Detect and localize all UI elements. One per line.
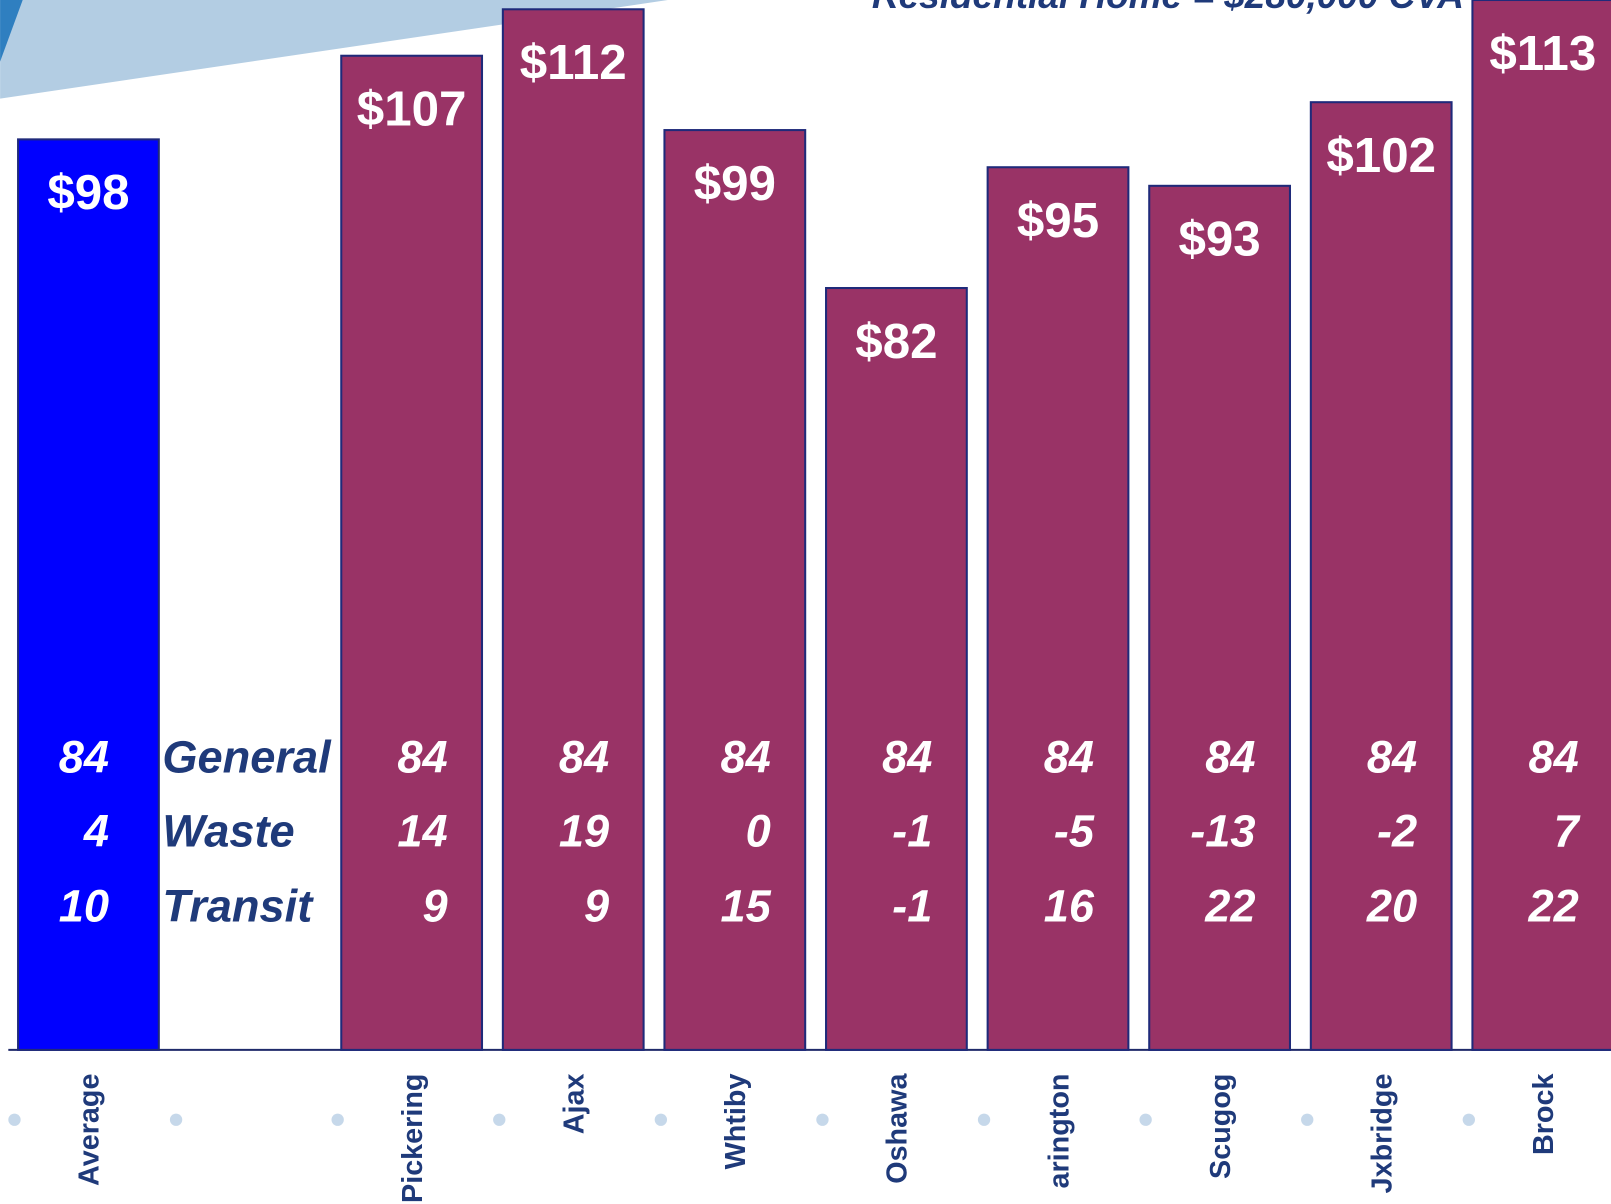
breakdown-value: 0 bbox=[746, 805, 771, 856]
value-label: $98 bbox=[47, 165, 129, 220]
breakdown-value: 10 bbox=[59, 880, 109, 931]
value-label: $82 bbox=[855, 314, 937, 369]
breakdown-value: 9 bbox=[422, 880, 447, 931]
breakdown-value: 22 bbox=[1527, 880, 1578, 931]
x-tick-label: Brock bbox=[1528, 1073, 1560, 1156]
row-name: Transit bbox=[162, 880, 314, 931]
x-tick-label: Scugog bbox=[1205, 1074, 1237, 1179]
axis-dot bbox=[8, 1113, 21, 1126]
value-label: $102 bbox=[1326, 128, 1436, 183]
breakdown-value: 9 bbox=[584, 880, 609, 931]
value-label: $112 bbox=[520, 35, 627, 90]
decor-band bbox=[0, 0, 668, 99]
value-label: $99 bbox=[694, 156, 776, 211]
axis-dot bbox=[493, 1113, 506, 1126]
breakdown-value: 20 bbox=[1366, 880, 1417, 931]
breakdown-value: 84 bbox=[559, 732, 609, 783]
axis-dot bbox=[169, 1113, 183, 1126]
axis-dot bbox=[1139, 1113, 1152, 1126]
breakdown-value: -2 bbox=[1377, 805, 1417, 856]
breakdown-value: 84 bbox=[59, 732, 109, 783]
x-tick-label: arington bbox=[1043, 1074, 1075, 1189]
value-label: $113 bbox=[1489, 26, 1596, 81]
row-name: General bbox=[162, 732, 332, 783]
x-tick-label: Whtiby bbox=[720, 1074, 752, 1170]
breakdown-value: -5 bbox=[1054, 805, 1095, 856]
breakdown-value: 22 bbox=[1204, 880, 1255, 931]
axis-dot bbox=[331, 1113, 344, 1126]
breakdown-value: 15 bbox=[721, 880, 772, 931]
chart-title: Residential Home = $280,000 CVA bbox=[872, 0, 1464, 16]
x-tick-label: Average bbox=[74, 1074, 106, 1186]
bar bbox=[1471, 0, 1611, 1051]
value-label: $107 bbox=[357, 82, 467, 137]
row-name: Waste bbox=[162, 805, 294, 856]
x-tick-label: Oshawa bbox=[882, 1073, 914, 1184]
breakdown-value: 84 bbox=[721, 732, 771, 783]
x-tick-label: Jxbridge bbox=[1366, 1074, 1398, 1194]
breakdown-value: 84 bbox=[1205, 732, 1255, 783]
bar bbox=[986, 166, 1130, 1051]
value-label: $95 bbox=[1017, 193, 1099, 248]
breakdown-value: 16 bbox=[1044, 880, 1095, 931]
breakdown-value: 84 bbox=[882, 732, 932, 783]
bar bbox=[1148, 184, 1292, 1051]
breakdown-value: 19 bbox=[559, 805, 609, 856]
breakdown-value: 14 bbox=[397, 805, 447, 856]
decor-edge bbox=[0, 0, 23, 62]
breakdown-value: 84 bbox=[1528, 732, 1578, 783]
x-tick-label: Ajax bbox=[558, 1074, 590, 1135]
axis-dot bbox=[816, 1113, 829, 1126]
breakdown-value: -1 bbox=[892, 805, 932, 856]
axis-dot bbox=[1301, 1113, 1314, 1126]
breakdown-value: -13 bbox=[1190, 805, 1255, 856]
bar bbox=[17, 138, 160, 1051]
breakdown-value: 4 bbox=[83, 805, 109, 856]
breakdown-value: 84 bbox=[1367, 732, 1417, 783]
bar bbox=[1309, 101, 1453, 1051]
breakdown-value: -1 bbox=[892, 880, 932, 931]
breakdown-value: 84 bbox=[1044, 732, 1094, 783]
axis-dot bbox=[1462, 1113, 1475, 1126]
axis-dot bbox=[977, 1113, 991, 1126]
value-label: $93 bbox=[1178, 212, 1260, 267]
bar bbox=[663, 129, 807, 1051]
bar bbox=[501, 8, 645, 1051]
breakdown-value: 84 bbox=[397, 732, 447, 783]
x-tick-label: Pickering bbox=[397, 1074, 429, 1203]
bar bbox=[340, 54, 484, 1051]
bar bbox=[825, 286, 968, 1051]
axis-dot bbox=[654, 1113, 668, 1126]
breakdown-value: 7 bbox=[1554, 805, 1581, 856]
